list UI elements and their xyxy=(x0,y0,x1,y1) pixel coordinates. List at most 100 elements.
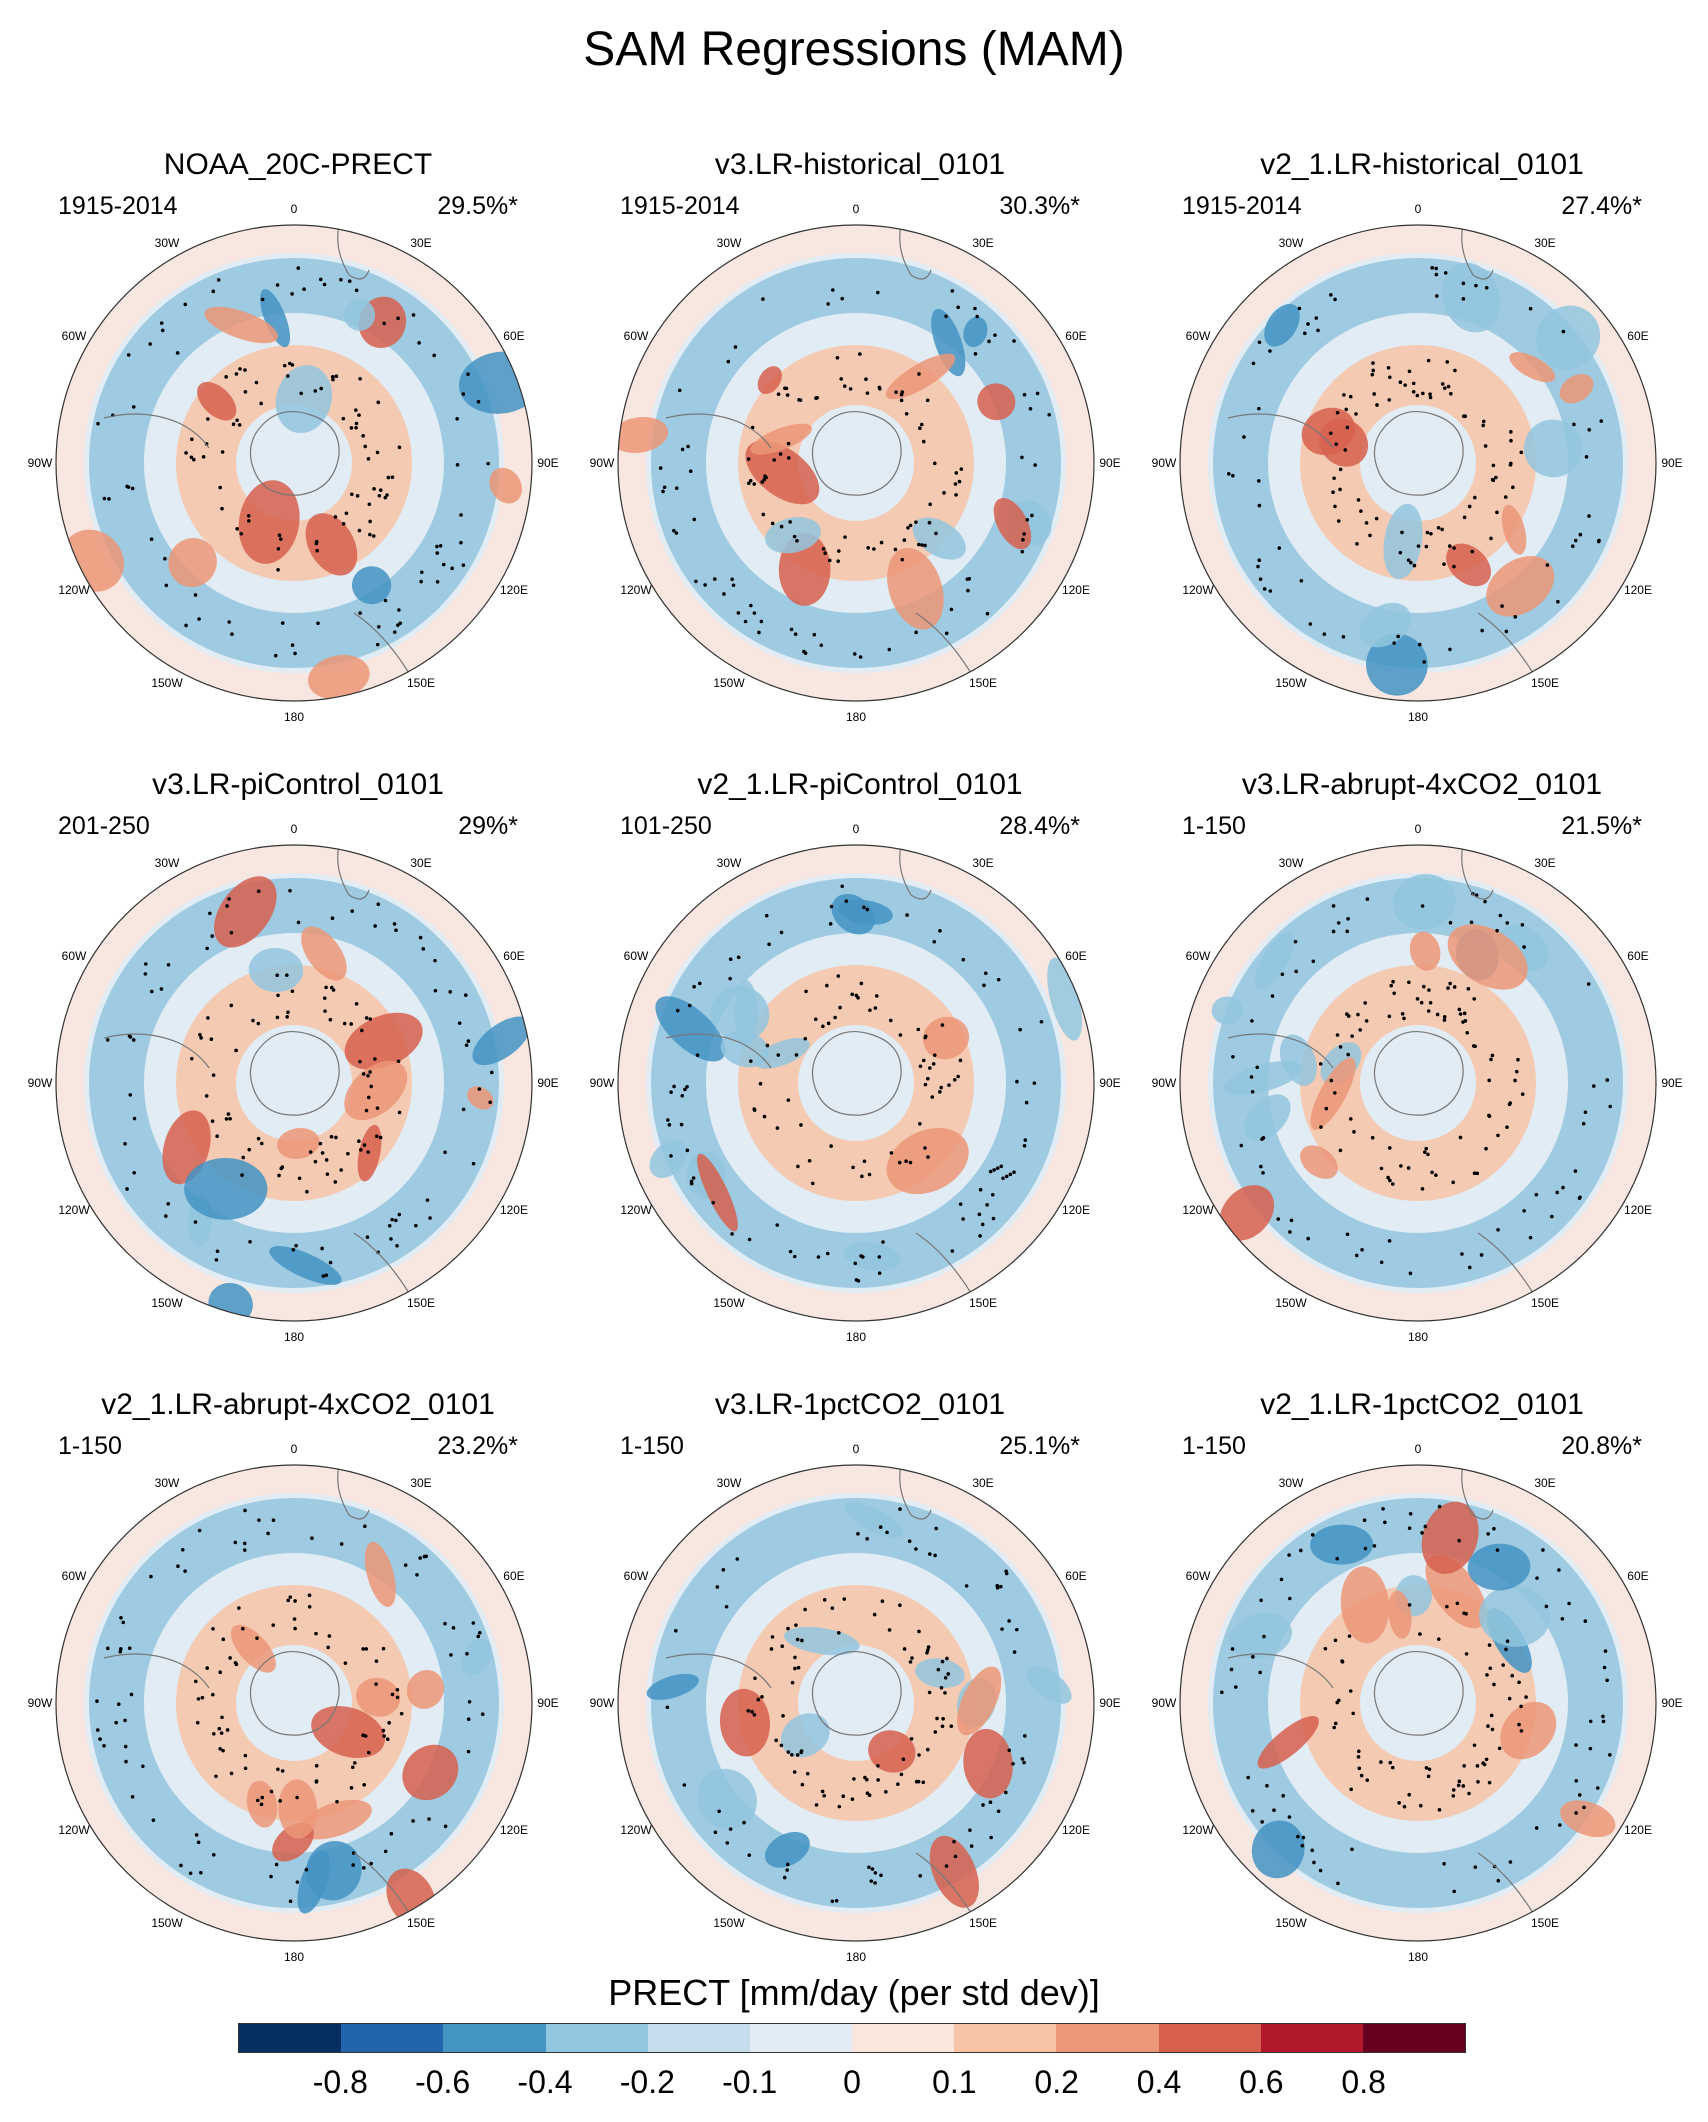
significance-dot xyxy=(411,1819,415,1823)
longitude-label: 60E xyxy=(503,949,525,963)
significance-dot xyxy=(721,1568,726,1572)
significance-dot xyxy=(923,1035,928,1040)
significance-dot xyxy=(395,1243,399,1248)
significance-dot xyxy=(196,1697,201,1701)
significance-dot xyxy=(260,297,265,302)
significance-dot xyxy=(396,623,400,627)
significance-dot xyxy=(1306,322,1310,326)
significance-dot xyxy=(324,1158,329,1162)
significance-dot xyxy=(166,1201,170,1206)
significance-dot xyxy=(1522,945,1526,949)
positive-anomaly-blob xyxy=(344,1060,408,1121)
africa-coastline xyxy=(899,845,932,900)
significance-dot xyxy=(1299,1548,1303,1553)
significance-dot xyxy=(742,1820,746,1825)
significance-dot xyxy=(840,296,845,301)
positive-anomaly-blob xyxy=(1421,1501,1479,1574)
significance-dot xyxy=(793,632,798,637)
significance-dot xyxy=(991,1216,996,1221)
significance-dot xyxy=(1012,1170,1016,1175)
significance-dot xyxy=(378,1135,383,1140)
longitude-label: 120W xyxy=(58,1203,90,1217)
significance-dot xyxy=(199,1036,203,1040)
significance-dot xyxy=(867,1865,871,1870)
significance-dot xyxy=(931,1062,936,1066)
significance-dot xyxy=(277,1173,281,1178)
significance-dot xyxy=(667,1123,672,1127)
significance-dot xyxy=(839,377,843,381)
significance-dot xyxy=(466,372,470,376)
longitude-label: 30W xyxy=(1278,1476,1304,1491)
negative-anomaly-blob xyxy=(1026,1665,1072,1704)
significance-dot xyxy=(1458,1135,1463,1140)
significance-dot xyxy=(819,643,824,648)
significance-dot xyxy=(1571,544,1575,549)
significance-dot xyxy=(1346,1052,1350,1057)
significance-dot xyxy=(1426,358,1431,363)
significance-dot xyxy=(371,534,376,538)
significance-dot xyxy=(914,1547,918,1551)
significance-dot xyxy=(1448,647,1452,652)
colorbar-tick-label: -0.8 xyxy=(312,2064,368,2100)
significance-dot xyxy=(1331,929,1336,934)
significance-dot xyxy=(1331,904,1336,908)
significance-dot xyxy=(362,1866,366,1870)
significance-dot xyxy=(1332,476,1336,481)
significance-dot xyxy=(212,1731,216,1736)
significance-dot xyxy=(790,1680,795,1685)
significance-dot xyxy=(867,1172,872,1177)
significance-dot xyxy=(126,353,131,357)
significance-dot xyxy=(466,1749,471,1754)
significance-dot xyxy=(833,1015,837,1020)
significance-dot xyxy=(95,1728,100,1732)
positive-anomaly-blob xyxy=(929,1835,979,1908)
longitude-label: 90E xyxy=(1661,456,1683,470)
significance-dot xyxy=(1388,1178,1392,1183)
longitude-label: 150W xyxy=(713,1915,745,1930)
significance-dot xyxy=(95,1699,99,1703)
longitude-label: 60E xyxy=(503,329,525,343)
significance-dot xyxy=(194,1833,199,1837)
significance-dot xyxy=(1474,283,1478,288)
significance-dot xyxy=(724,1604,729,1609)
significance-dot xyxy=(229,1771,234,1776)
significance-dot xyxy=(260,1795,265,1800)
significance-dot xyxy=(1300,1843,1305,1848)
significance-dot xyxy=(1584,455,1589,459)
antarctica-coastline xyxy=(811,1031,902,1116)
significance-dot xyxy=(904,1159,908,1163)
significance-dot xyxy=(1581,1121,1586,1126)
significance-dot xyxy=(848,387,853,391)
significance-dot xyxy=(366,1073,370,1078)
significance-dot xyxy=(1577,1196,1582,1200)
significance-dot xyxy=(687,1003,692,1008)
significance-dot xyxy=(275,283,280,287)
panel-variance-pct: 23.2%* xyxy=(437,1432,518,1460)
significance-dot xyxy=(715,1585,720,1589)
significance-dot xyxy=(1251,361,1256,366)
significance-dot xyxy=(269,1874,273,1879)
colorbar-tick-label: -0.4 xyxy=(517,2064,573,2100)
significance-dot xyxy=(825,1251,830,1256)
negative-anomaly-blob xyxy=(184,1157,268,1220)
significance-dot xyxy=(730,577,734,582)
significance-dot xyxy=(669,1154,673,1158)
panel-period: 1-150 xyxy=(1182,1432,1246,1460)
significance-dot xyxy=(1229,1667,1234,1672)
significance-dot xyxy=(1023,1138,1028,1142)
significance-dot xyxy=(736,955,741,960)
significance-dot xyxy=(333,515,338,519)
longitude-label: 0 xyxy=(290,202,298,216)
significance-dot xyxy=(208,911,212,916)
significance-dot xyxy=(761,297,765,301)
significance-dot xyxy=(1356,498,1361,502)
significance-dot xyxy=(1496,1133,1500,1138)
antarctica-coastline xyxy=(249,1031,340,1116)
significance-dot xyxy=(369,1861,373,1866)
significance-dot xyxy=(1398,550,1403,555)
significance-dot xyxy=(243,1753,248,1758)
significance-dot xyxy=(1358,1028,1363,1032)
significance-dot xyxy=(1392,641,1396,645)
significance-dot xyxy=(1582,1805,1586,1810)
significance-dot xyxy=(1390,1765,1395,1770)
